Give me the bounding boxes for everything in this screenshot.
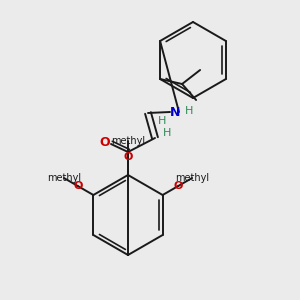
- Text: H: H: [163, 128, 171, 138]
- Text: methyl: methyl: [47, 173, 81, 183]
- Text: methyl: methyl: [175, 173, 209, 183]
- Text: O: O: [100, 136, 110, 148]
- Text: N: N: [170, 106, 180, 118]
- Text: O: O: [73, 181, 83, 191]
- Text: methyl: methyl: [111, 136, 145, 146]
- Text: H: H: [158, 116, 166, 126]
- Text: O: O: [173, 181, 183, 191]
- Text: H: H: [185, 106, 193, 116]
- Text: O: O: [123, 152, 133, 162]
